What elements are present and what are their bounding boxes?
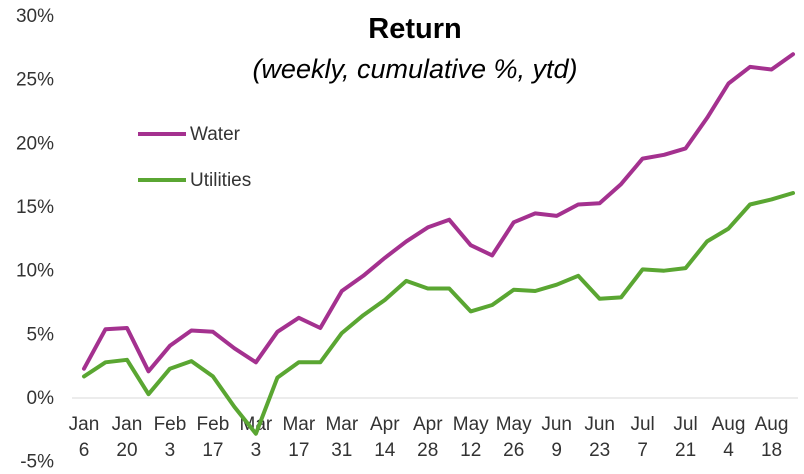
y-tick-label: 20% [16, 133, 54, 154]
x-tick-label: Feb 17 [197, 414, 230, 461]
y-tick-label: -5% [20, 452, 54, 473]
series-line-utilities [82, 191, 795, 436]
x-tick-label: Jul 21 [673, 414, 697, 461]
legend-label-water: Water [190, 124, 241, 145]
x-tick-label: Jul 7 [630, 414, 654, 461]
x-tick-label: Apr 28 [413, 414, 443, 461]
legend: Water Utilities [138, 124, 251, 191]
x-tick-label: May 12 [453, 414, 489, 461]
y-tick-label: 25% [16, 70, 54, 91]
x-tick-label: Mar 3 [240, 414, 273, 461]
x-tick-label: May 26 [496, 414, 532, 461]
chart-subtitle: (weekly, cumulative %, ytd) [252, 54, 577, 84]
y-tick-label: 5% [27, 324, 55, 345]
legend-label-utilities: Utilities [190, 170, 251, 191]
x-tick-label: Jan 6 [69, 414, 100, 461]
x-tick-label: Aug 4 [712, 414, 746, 461]
y-tick-label: 15% [16, 197, 54, 218]
x-tick-label: Mar 31 [325, 414, 358, 461]
y-tick-label: 10% [16, 261, 54, 282]
x-tick-label: Jan 20 [112, 414, 143, 461]
plot-lines [82, 52, 795, 436]
x-tick-label: Mar 17 [282, 414, 315, 461]
x-tick-label: Aug 18 [755, 414, 789, 461]
chart-title: Return [368, 13, 461, 45]
series-line-water [82, 52, 795, 374]
x-tick-label: Jun 23 [584, 414, 615, 461]
y-tick-label: 30% [16, 6, 54, 27]
x-tick-label: Apr 14 [370, 414, 400, 461]
y-tick-label: 0% [27, 388, 55, 409]
y-axis: -5% 0% 5% 10% 15% 20% 25% 30% [16, 6, 54, 473]
x-tick-labels: Jan 6 Jan 20 Feb 3 Feb 17 Mar 3 Mar 17 Mar 31 Apr 14 Apr… [69, 414, 789, 461]
x-tick-label: Feb 3 [154, 414, 187, 461]
x-tick-label: Jun 9 [541, 414, 572, 461]
